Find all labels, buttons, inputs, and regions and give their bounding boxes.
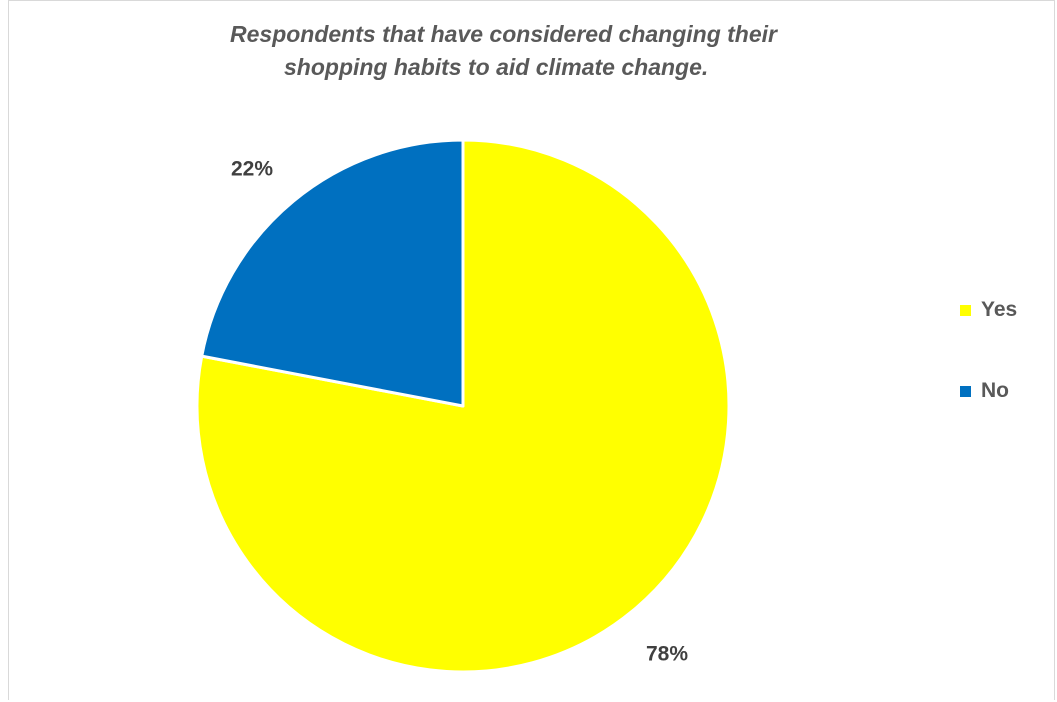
pie-slices: [195, 138, 731, 674]
chart-legend: Yes No: [960, 295, 1017, 457]
legend-swatch-yes: [960, 304, 971, 316]
chart-title-line-1: Respondents that have considered changin…: [230, 21, 777, 47]
legend-label-yes: Yes: [981, 298, 1018, 321]
legend-item-no: No: [960, 376, 1017, 406]
pie-data-labels: 78% 22%: [231, 158, 688, 666]
data-label-yes: 78%: [646, 643, 688, 666]
data-label-no: 22%: [231, 158, 273, 181]
legend-swatch-no: [960, 385, 971, 397]
pie-slice-no: [200, 138, 465, 408]
legend-label-no: No: [981, 379, 1009, 402]
chart-title-line-2: shopping habits to aid climate change.: [284, 54, 709, 80]
legend-item-yes: Yes: [960, 295, 1017, 325]
